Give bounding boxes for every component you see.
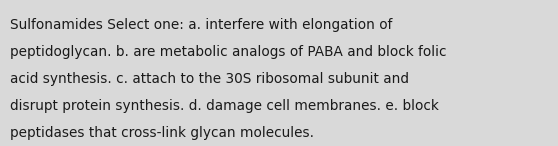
Text: disrupt protein synthesis. d. damage cell membranes. e. block: disrupt protein synthesis. d. damage cel… — [10, 99, 439, 113]
Text: peptidases that cross-link glycan molecules.: peptidases that cross-link glycan molecu… — [10, 126, 314, 140]
Text: peptidoglycan. b. are metabolic analogs of PABA and block folic: peptidoglycan. b. are metabolic analogs … — [10, 45, 446, 59]
Text: Sulfonamides Select one: a. interfere with elongation of: Sulfonamides Select one: a. interfere wi… — [10, 18, 392, 32]
Text: acid synthesis. c. attach to the 30S ribosomal subunit and: acid synthesis. c. attach to the 30S rib… — [10, 72, 409, 86]
